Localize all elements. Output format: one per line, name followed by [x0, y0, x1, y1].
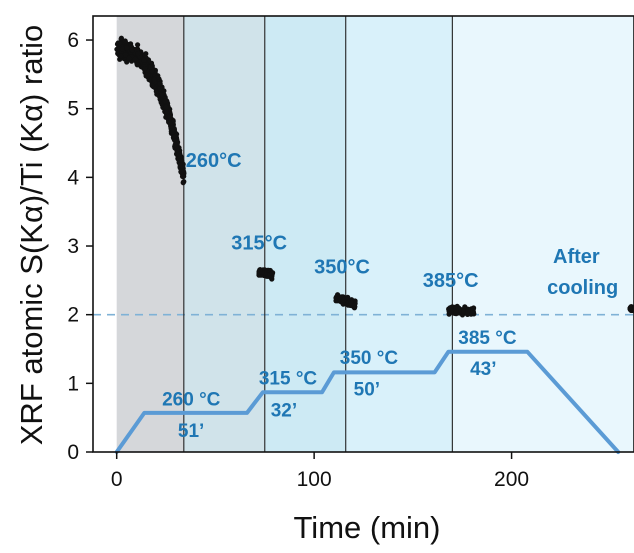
y-tick-label: 1 [67, 372, 79, 395]
data-point [135, 62, 140, 67]
profile-annotation: 32’ [271, 400, 297, 421]
profile-annotation: 385 °C [458, 328, 517, 349]
data-point [123, 38, 128, 43]
profile-annotation: 350 °C [340, 348, 399, 369]
data-point [124, 45, 129, 50]
data-point [270, 271, 275, 276]
y-tick-label: 4 [67, 166, 79, 189]
profile-annotation: 260 °C [162, 389, 221, 410]
temperature-annotation: 260°C [186, 150, 242, 172]
temperature-annotation: 385°C [423, 270, 479, 292]
data-point [172, 134, 177, 139]
data-point [132, 57, 137, 62]
data-point [178, 162, 183, 167]
x-axis-title: Time (min) [294, 510, 441, 545]
temperature-annotation: After [553, 246, 600, 268]
data-point [164, 105, 169, 110]
y-axis-title: XRF atomic S(Kα)/Ti (Kα) ratio [14, 25, 49, 446]
data-point [135, 42, 140, 47]
data-point [181, 174, 186, 179]
data-point [258, 267, 263, 272]
x-tick-label: 0 [111, 468, 123, 491]
data-point [167, 121, 172, 126]
data-point [145, 72, 150, 77]
data-point [177, 152, 182, 157]
y-tick-label: 2 [67, 304, 79, 327]
profile-annotation: 51’ [178, 421, 204, 442]
profile-annotation: 50’ [354, 380, 380, 401]
data-point [163, 99, 168, 104]
data-point [120, 47, 125, 52]
y-tick-label: 6 [67, 29, 79, 52]
data-point [148, 64, 153, 69]
y-tick-label: 0 [67, 441, 79, 464]
data-point [141, 58, 146, 63]
phase-region [452, 16, 634, 452]
data-point [123, 52, 128, 57]
data-point [130, 48, 135, 53]
data-point [454, 309, 459, 314]
data-point [157, 86, 162, 91]
data-point [142, 66, 147, 71]
temperature-annotation: cooling [547, 277, 618, 299]
y-tick-label: 5 [67, 98, 79, 121]
data-point [341, 298, 346, 303]
temperature-annotation: 350°C [314, 256, 370, 278]
data-point [114, 47, 119, 52]
data-point [471, 305, 476, 310]
data-point [465, 312, 470, 317]
data-point [173, 142, 178, 147]
data-point [170, 129, 175, 134]
data-point [136, 51, 141, 56]
temperature-annotation: 315°C [231, 232, 287, 254]
data-point [158, 81, 163, 86]
x-tick-label: 100 [297, 468, 332, 491]
data-point [167, 114, 172, 119]
data-point [152, 77, 157, 82]
data-point [159, 92, 164, 97]
x-tick-label: 200 [494, 468, 529, 491]
profile-annotation: 43’ [470, 359, 496, 380]
data-point [118, 54, 123, 59]
data-point [181, 179, 186, 184]
y-tick-label: 3 [67, 235, 79, 258]
data-point [352, 303, 357, 308]
data-point [178, 169, 183, 174]
profile-annotation: 315 °C [259, 369, 318, 390]
